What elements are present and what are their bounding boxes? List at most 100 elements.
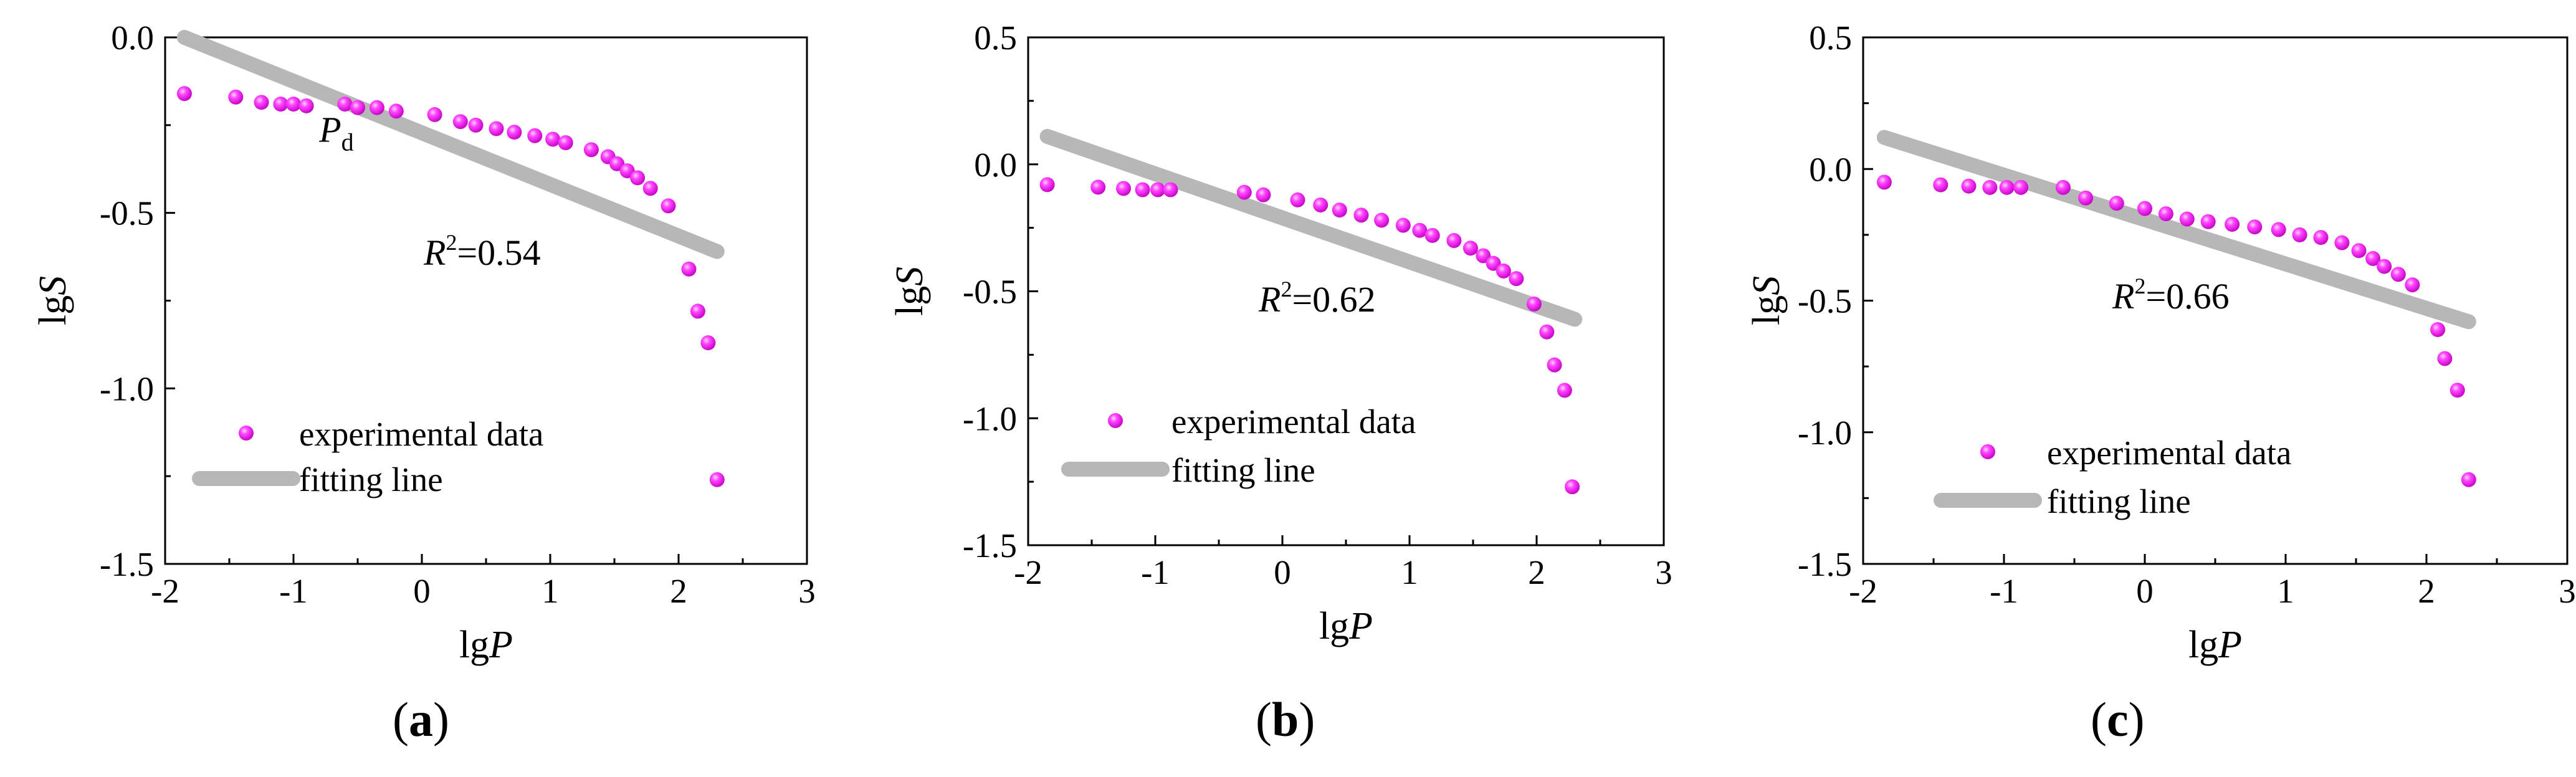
data-point — [507, 125, 522, 140]
data-point — [2271, 222, 2286, 237]
point-annotation: Pd — [318, 110, 353, 156]
data-point — [1496, 263, 1511, 279]
panel-label-c: (c) — [2091, 692, 2145, 746]
data-point — [2461, 472, 2476, 487]
y-tick-label: 0.0 — [974, 146, 1017, 184]
data-point — [2013, 179, 2029, 195]
data-point — [2365, 250, 2381, 266]
data-point — [298, 98, 314, 113]
data-point — [2137, 201, 2152, 216]
fitting-line — [1039, 128, 1583, 327]
x-tick-label: -1 — [279, 572, 308, 610]
legend-label-fit: fitting line — [299, 460, 443, 498]
y-tick-label: -0.5 — [1798, 282, 1852, 320]
x-tick-label: 2 — [670, 572, 687, 610]
data-point — [273, 97, 289, 112]
data-point — [452, 114, 468, 130]
legend-label-data: experimental data — [299, 415, 543, 453]
data-point — [1116, 181, 1131, 196]
data-point — [228, 89, 244, 105]
data-point — [1395, 217, 1411, 233]
x-axis-label: lgP — [1319, 605, 1373, 647]
data-point — [2158, 206, 2173, 222]
x-tick-label: -2 — [1014, 553, 1042, 591]
data-point — [2450, 383, 2465, 398]
data-point — [1876, 174, 1892, 190]
data-point — [1446, 233, 1462, 248]
data-point — [1374, 212, 1390, 228]
data-point — [642, 181, 658, 196]
data-point — [176, 86, 192, 102]
data-point — [1539, 324, 1555, 340]
data-point — [630, 170, 646, 186]
fitting-line — [1876, 130, 2476, 330]
y-tick-label: 0.5 — [1809, 19, 1852, 57]
r-squared-annotation: R2=0.62 — [1258, 277, 1376, 320]
y-tick-label: -1.0 — [100, 369, 154, 408]
y-tick-label: 0.0 — [111, 19, 154, 57]
x-tick-label: 0 — [2136, 572, 2154, 610]
data-point — [1999, 179, 2015, 195]
data-point — [468, 117, 484, 133]
panel-letter-a: a — [408, 692, 433, 746]
panel-label-b: (b) — [1256, 692, 1315, 746]
x-tick-label: 0 — [413, 572, 431, 610]
legend-label-data: experimental data — [2047, 434, 2291, 472]
legend-marker-data — [239, 426, 254, 441]
data-point — [2292, 227, 2307, 242]
data-point — [489, 121, 504, 136]
data-point — [1313, 197, 1329, 212]
data-point — [1332, 203, 1347, 218]
data-point — [2313, 230, 2329, 245]
panel-label-a: (a) — [393, 692, 449, 746]
data-point — [1547, 357, 1562, 373]
x-tick-label: -1 — [1990, 572, 2018, 610]
data-point — [337, 97, 353, 112]
data-point — [2405, 277, 2420, 293]
data-point — [681, 261, 697, 277]
data-point — [427, 107, 442, 122]
data-point — [1353, 207, 1369, 223]
data-point — [690, 303, 705, 319]
data-point — [2351, 243, 2367, 259]
data-point — [661, 198, 676, 214]
x-tick-label: -2 — [1849, 572, 1877, 610]
panel-letter-b: b — [1271, 692, 1299, 746]
data-point — [350, 100, 365, 115]
data-point — [2334, 235, 2350, 250]
x-axis-label: lgP — [2188, 624, 2242, 666]
x-tick-label: 3 — [1655, 553, 1672, 591]
data-point — [254, 95, 269, 110]
chart-panel-a: -2 -1 0 1 2 3 -1.5 -1.0 -0.5 0.0 lgP lgS R2=0.54 Pd ex… — [32, 19, 816, 666]
data-point — [2109, 196, 2124, 211]
data-point — [1163, 182, 1178, 198]
r-squared-annotation: R2=0.54 — [423, 230, 541, 273]
y-tick-label: 0.0 — [1809, 150, 1852, 188]
data-point — [388, 103, 404, 119]
data-point — [1509, 271, 1524, 287]
data-point — [709, 472, 725, 487]
chart-panel-c: -2 -1 0 1 2 3 -1.5 -1.0 -0.5 0.0 0.5 lgP lgS R2=0.66 e… — [1745, 19, 2576, 666]
data-point — [1039, 177, 1055, 193]
x-tick-label: 1 — [2277, 572, 2294, 610]
r-squared-annotation: R2=0.66 — [2112, 274, 2230, 317]
data-point — [1424, 227, 1440, 243]
chart-panel-b: -2 -1 0 1 2 3 -1.5 -1.0 -0.5 0.0 0.5 lgP lgS R2=0.62 e… — [889, 19, 1672, 647]
legend-marker-data — [1108, 413, 1123, 428]
data-point — [2055, 179, 2071, 195]
data-point — [2225, 216, 2240, 232]
x-tick-label: 2 — [1528, 553, 1545, 591]
data-point — [1412, 222, 1428, 238]
y-tick-label: 0.5 — [974, 19, 1017, 57]
data-point — [2377, 259, 2392, 274]
data-point — [2390, 267, 2406, 282]
data-point — [286, 97, 301, 112]
data-point — [527, 128, 543, 143]
data-point — [545, 131, 561, 147]
y-axis-label: lgS — [889, 267, 931, 316]
x-tick-label: 1 — [541, 572, 559, 610]
data-point — [2200, 214, 2216, 229]
data-point — [1565, 479, 1580, 495]
data-point — [1933, 177, 1949, 193]
